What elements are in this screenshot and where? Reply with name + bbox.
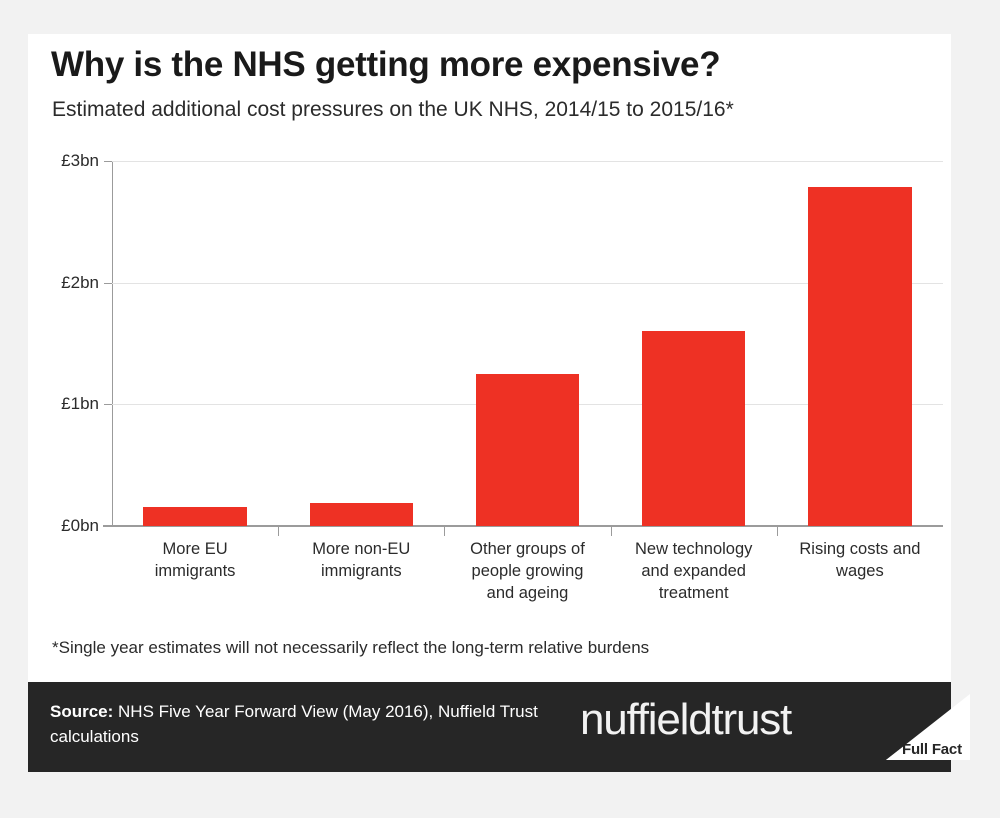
bar	[808, 186, 912, 526]
gridline	[112, 161, 943, 162]
source-credit: Source: NHS Five Year Forward View (May …	[50, 700, 590, 749]
bar	[143, 506, 247, 526]
y-axis-tick-mark	[104, 282, 112, 284]
chart-subtitle: Estimated additional cost pressures on t…	[52, 98, 734, 121]
full-fact-logo-text: Full Fact	[902, 741, 962, 758]
bar-chart-plot-area: £0bn £1bn £2bn £3bn More EU immigrants More no…	[61, 151, 943, 602]
y-axis-tick-mark	[104, 526, 112, 527]
y-axis-tick-label: £2bn	[61, 272, 99, 292]
source-text: NHS Five Year Forward View (May 2016), N…	[50, 702, 538, 746]
y-axis-tick-label: £3bn	[61, 151, 99, 170]
bar	[475, 373, 580, 526]
x-axis-category-label: More EU immigrants	[154, 540, 236, 580]
x-axis-category-label: More non-EU immigrants	[312, 540, 411, 580]
bar	[642, 331, 746, 526]
bar	[309, 502, 413, 526]
x-axis-tick-mark	[444, 527, 446, 536]
x-axis-tick-mark	[776, 527, 778, 536]
y-axis-tick-mark	[104, 404, 112, 406]
source-label: Source:	[50, 702, 114, 721]
x-axis-line	[103, 525, 943, 527]
chart-footnote: *Single year estimates will not necessar…	[52, 638, 650, 657]
x-axis-category-label: New technology and expanded treatment	[634, 540, 753, 602]
y-axis-tick-mark	[104, 161, 112, 162]
full-fact-logo: Full Fact	[886, 694, 970, 760]
page-title: Why is the NHS getting more expensive?	[51, 45, 721, 84]
x-axis-tick-mark	[278, 527, 280, 536]
nuffield-trust-logo: nuffieldtrust	[580, 695, 792, 744]
y-axis-line	[112, 161, 113, 526]
y-axis-tick-label: £0bn	[61, 516, 99, 535]
chart-footer: Source: NHS Five Year Forward View (May …	[28, 682, 970, 772]
chart-card: Why is the NHS getting more expensive? E…	[28, 34, 951, 682]
gridline	[112, 282, 943, 284]
y-axis-tick-label: £1bn	[61, 394, 99, 414]
x-axis-category-label: Other groups of people growing and ageing	[470, 540, 585, 602]
x-axis-tick-mark	[610, 527, 612, 536]
x-axis-category-label: Rising costs and wages	[799, 540, 921, 580]
